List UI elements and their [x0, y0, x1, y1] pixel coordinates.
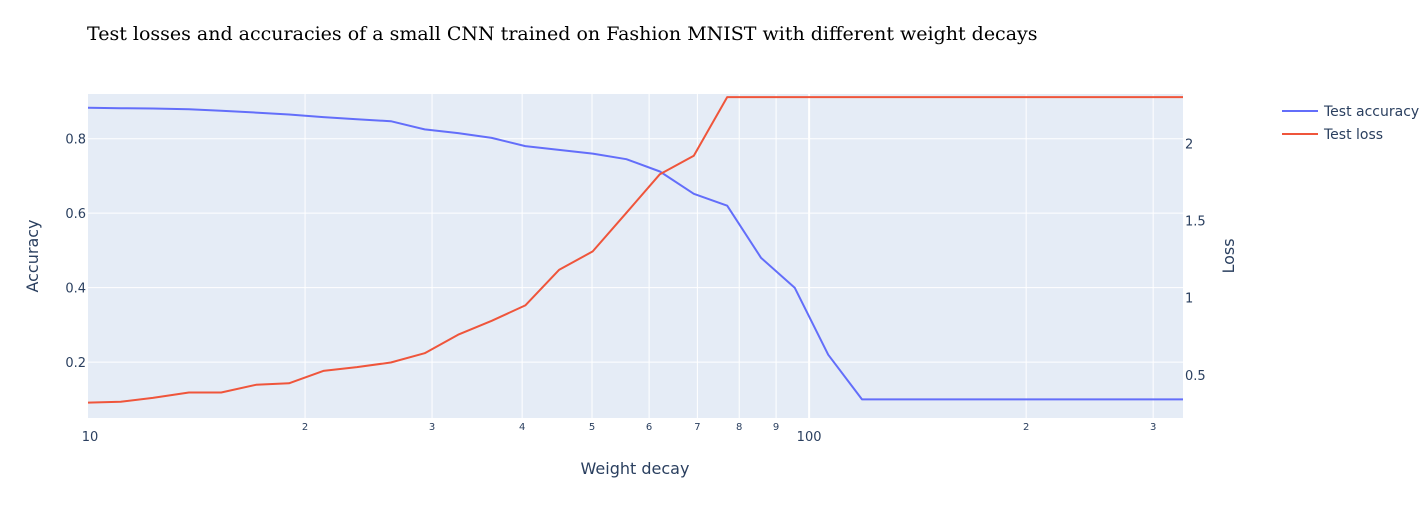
- y-left-tick-label: 0.8: [65, 133, 86, 148]
- x-tick-label: 3: [429, 422, 435, 433]
- x-axis-title: Weight decay: [581, 459, 690, 478]
- legend-label-test-accuracy: Test accuracy: [1323, 104, 1419, 120]
- x-tick-label: 8: [736, 422, 742, 433]
- y-right-tick-label: 0.5: [1185, 369, 1206, 384]
- y-axis-left-title: Accuracy: [23, 219, 42, 292]
- x-tick-label: 2: [302, 422, 308, 433]
- plot-area: [88, 94, 1183, 418]
- y-axis-right-title: Loss: [1219, 238, 1238, 273]
- y-right-tick-label: 2: [1185, 137, 1193, 152]
- y-right-tick-label: 1: [1185, 292, 1193, 307]
- x-tick-label: 9: [773, 422, 779, 433]
- legend[interactable]: Test accuracy Test loss: [1282, 104, 1419, 143]
- x-tick-label: 4: [519, 422, 525, 433]
- chart-title: Test losses and accuracies of a small CN…: [87, 23, 1038, 45]
- x-tick-label: 10: [82, 430, 99, 445]
- series-line-test-accuracy: [87, 106, 1183, 401]
- y-left-tick-label: 0.6: [65, 207, 86, 222]
- x-tick-label: 6: [646, 422, 652, 433]
- x-tick-label: 7: [694, 422, 700, 433]
- legend-item-test-accuracy[interactable]: Test accuracy: [1282, 104, 1419, 120]
- legend-label-test-loss: Test loss: [1323, 127, 1383, 143]
- x-tick-label: 100: [797, 430, 822, 445]
- legend-item-test-loss[interactable]: Test loss: [1282, 127, 1383, 143]
- y-left-tick-label: 0.2: [65, 356, 86, 371]
- y-left-tick-label: 0.4: [65, 282, 86, 297]
- x-tick-label: 3: [1150, 422, 1156, 433]
- tick-labels: 10 2 3 4 5 6 7 8 9 100 2 3 0.2 0.4 0.6 0.8 0.5 1 1.5 2: [65, 133, 1205, 445]
- series-layer: [87, 96, 1183, 404]
- x-tick-label: 5: [589, 422, 595, 433]
- series-line-test-loss: [87, 96, 1183, 404]
- x-tick-label: 2: [1023, 422, 1029, 433]
- y-right-tick-label: 1.5: [1185, 215, 1206, 230]
